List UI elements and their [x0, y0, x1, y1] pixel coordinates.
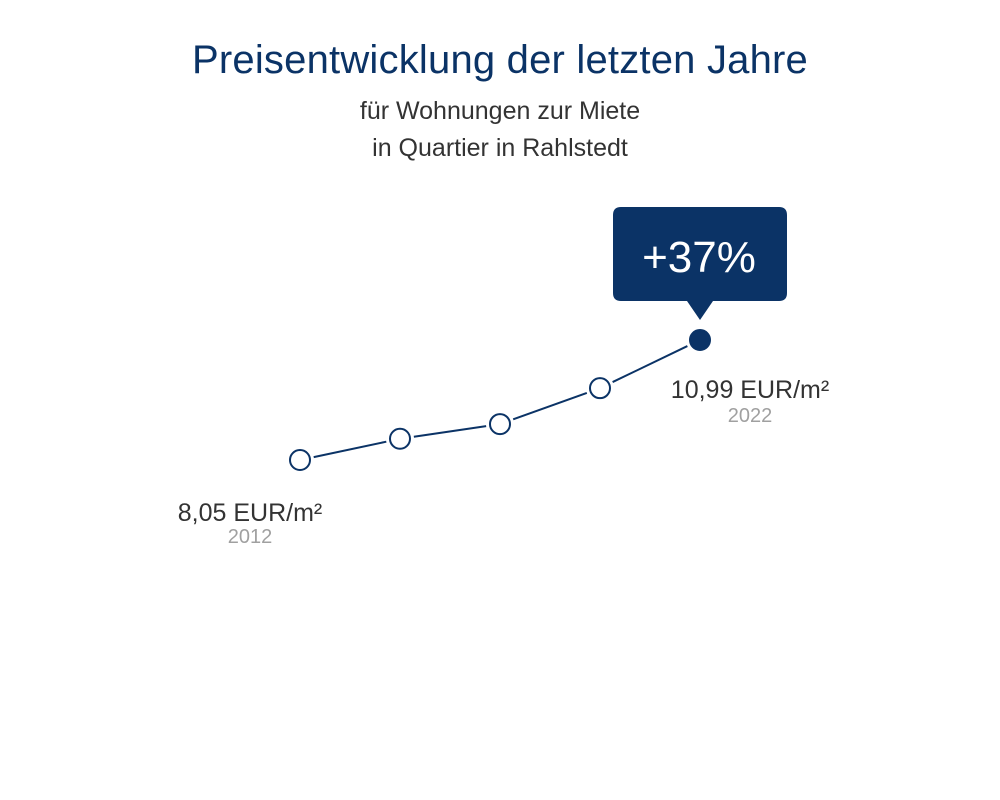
data-point: [489, 413, 511, 436]
price-points: [289, 329, 711, 471]
line-segment: [313, 440, 387, 459]
change-badge-text: +37%: [642, 233, 756, 282]
start-value-label: 8,05 EUR/m²: [178, 499, 322, 527]
data-point: [589, 377, 611, 400]
chart-title: Preisentwicklung der letzten Jahre: [192, 38, 808, 82]
change-badge: +37%: [613, 207, 787, 320]
start-year-label: 2012: [228, 526, 273, 548]
price-line-series: [313, 345, 688, 459]
data-point: [389, 427, 411, 450]
line-segment: [512, 391, 588, 421]
line-segment: [413, 425, 487, 438]
end-value-label: 10,99 EUR/m²: [671, 376, 829, 404]
change-badge-shape: [613, 207, 787, 320]
data-point-current: [689, 329, 711, 351]
chart-subtitle-line1: für Wohnungen zur Miete: [359, 97, 641, 125]
end-year-label: 2022: [728, 405, 773, 427]
line-segment: [612, 345, 688, 383]
data-point: [289, 449, 311, 471]
chart-subtitle-line2: in Quartier in Rahlstedt: [372, 134, 628, 162]
